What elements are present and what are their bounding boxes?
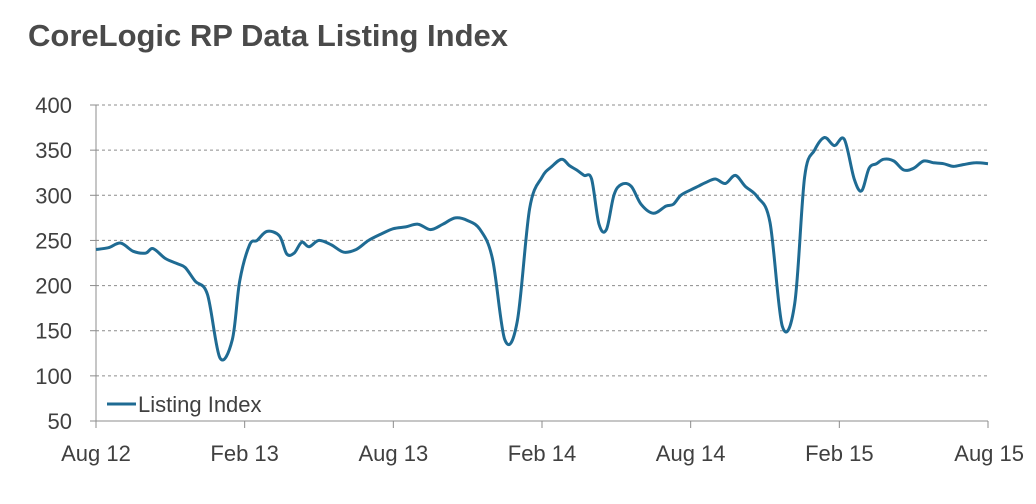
x-tick-label: Feb 14 [508,441,577,466]
y-tick-label: 100 [35,364,72,389]
chart-title: CoreLogic RP Data Listing Index [28,18,509,53]
series-line-listing-index [95,136,989,362]
y-tick-label: 350 [35,138,72,163]
gridlines [96,104,988,377]
series-lines [95,136,989,362]
x-tick-label: Aug 13 [358,441,428,466]
x-tick-label: Feb 15 [805,441,874,466]
axes [90,104,989,428]
x-tick-label: Aug 15 [954,441,1024,466]
y-tick-label: 250 [35,228,72,253]
x-tick-label: Aug 14 [656,441,726,466]
y-tick-label: 150 [35,319,72,344]
x-tick-label: Aug 12 [61,441,131,466]
y-tick-label: 200 [35,274,72,299]
y-tick-labels: 50 100 150 200 250 300 350 400 [35,93,72,434]
x-tick-label: Feb 13 [210,441,279,466]
legend-label: Listing Index [138,392,262,417]
y-tick-label: 300 [35,183,72,208]
legend: Listing Index [107,392,262,417]
x-tick-labels: Aug 12 Feb 13 Aug 13 Feb 14 Aug 14 Feb 15 Aug … [61,441,1024,466]
y-tick-label: 50 [48,409,72,434]
y-tick-label: 400 [35,93,72,118]
